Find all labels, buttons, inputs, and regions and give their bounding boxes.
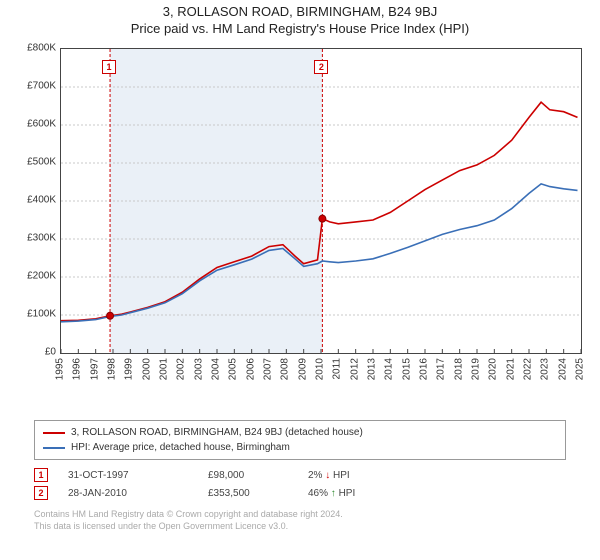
x-tick-label: 2023 (540, 358, 551, 380)
x-tick-label: 1995 (55, 358, 66, 380)
sale-marker-2: 2 (314, 60, 328, 74)
sales-date: 28-JAN-2010 (68, 488, 188, 499)
delta-arrow-icon: ↑ (331, 488, 336, 499)
x-tick-label: 2000 (141, 358, 152, 380)
sales-table: 1 31-OCT-1997 £98,000 2% ↓ HPI 2 28-JAN-2010 £… (34, 466, 566, 502)
x-tick-label: 2019 (471, 358, 482, 380)
footer-line-1: Contains HM Land Registry data © Crown c… (34, 508, 566, 520)
x-tick-label: 2017 (436, 358, 447, 380)
x-tick-label: 2003 (193, 358, 204, 380)
sales-price: £353,500 (208, 488, 288, 499)
sales-badge: 2 (34, 486, 48, 500)
x-tick-label: 1997 (89, 358, 100, 380)
x-tick-label: 2012 (349, 358, 360, 380)
sales-row: 2 28-JAN-2010 £353,500 46% ↑ HPI (34, 484, 566, 502)
x-tick-label: 2020 (488, 358, 499, 380)
x-tick-label: 2022 (523, 358, 534, 380)
y-tick-label: £200K (12, 271, 56, 282)
footer-line-2: This data is licensed under the Open Gov… (34, 520, 566, 532)
title-main: 3, ROLLASON ROAD, BIRMINGHAM, B24 9BJ (0, 4, 600, 19)
x-tick-label: 2007 (263, 358, 274, 380)
sales-date: 31-OCT-1997 (68, 470, 188, 481)
x-tick-label: 2013 (367, 358, 378, 380)
y-tick-label: £100K (12, 309, 56, 320)
sales-delta: 2% ↓ HPI (308, 470, 566, 481)
x-tick-label: 2025 (575, 358, 586, 380)
plot-svg (61, 49, 581, 353)
y-tick-label: £500K (12, 157, 56, 168)
x-tick-label: 2014 (384, 358, 395, 380)
x-tick-label: 2010 (315, 358, 326, 380)
chart-container: 3, ROLLASON ROAD, BIRMINGHAM, B24 9BJ Pr… (0, 0, 600, 560)
x-tick-label: 2005 (228, 358, 239, 380)
legend-row: 3, ROLLASON ROAD, BIRMINGHAM, B24 9BJ (d… (43, 425, 557, 440)
y-tick-label: £400K (12, 195, 56, 206)
x-tick-label: 2021 (505, 358, 516, 380)
x-tick-label: 2015 (401, 358, 412, 380)
title-sub: Price paid vs. HM Land Registry's House … (0, 21, 600, 36)
x-tick-label: 2024 (557, 358, 568, 380)
legend-label: 3, ROLLASON ROAD, BIRMINGHAM, B24 9BJ (d… (71, 425, 363, 440)
y-tick-label: £800K (12, 43, 56, 54)
x-tick-label: 2016 (419, 358, 430, 380)
sales-delta: 46% ↑ HPI (308, 488, 566, 499)
y-tick-label: £300K (12, 233, 56, 244)
sales-badge: 1 (34, 468, 48, 482)
x-tick-label: 2002 (176, 358, 187, 380)
titles: 3, ROLLASON ROAD, BIRMINGHAM, B24 9BJ Pr… (0, 0, 600, 36)
plot-region (60, 48, 582, 354)
x-tick-label: 2008 (280, 358, 291, 380)
legend: 3, ROLLASON ROAD, BIRMINGHAM, B24 9BJ (d… (34, 420, 566, 460)
legend-swatch (43, 447, 65, 449)
delta-arrow-icon: ↓ (325, 470, 330, 481)
sale-marker-1: 1 (102, 60, 116, 74)
y-tick-label: £600K (12, 119, 56, 130)
x-tick-label: 2018 (453, 358, 464, 380)
legend-row: HPI: Average price, detached house, Birm… (43, 440, 557, 455)
x-tick-label: 2011 (332, 358, 343, 380)
x-tick-label: 2004 (211, 358, 222, 380)
legend-label: HPI: Average price, detached house, Birm… (71, 440, 290, 455)
sales-price: £98,000 (208, 470, 288, 481)
x-tick-label: 1999 (124, 358, 135, 380)
y-tick-label: £0 (12, 347, 56, 358)
legend-swatch (43, 432, 65, 434)
x-tick-label: 1996 (72, 358, 83, 380)
x-tick-label: 2009 (297, 358, 308, 380)
x-tick-label: 2001 (159, 358, 170, 380)
chart-area: £0 £100K £200K £300K £400K £500K £600K £700K £80… (12, 44, 588, 414)
sales-row: 1 31-OCT-1997 £98,000 2% ↓ HPI (34, 466, 566, 484)
footer: Contains HM Land Registry data © Crown c… (34, 508, 566, 532)
x-tick-label: 2006 (245, 358, 256, 380)
x-tick-label: 1998 (107, 358, 118, 380)
y-tick-label: £700K (12, 81, 56, 92)
